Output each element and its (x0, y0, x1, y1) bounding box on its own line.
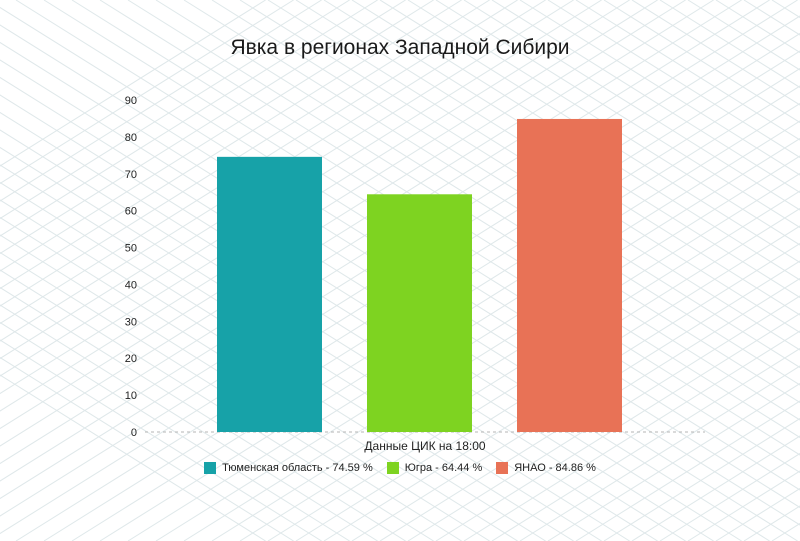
y-tick-label: 10 (125, 390, 137, 402)
y-axis: 0 10 20 30 40 50 60 70 80 90 (125, 95, 137, 439)
legend-swatch (386, 462, 399, 474)
pattern-line (0, 0, 350, 220)
pattern-line (407, 295, 800, 541)
legend-item-tyumen[interactable]: Тюменская область - 74.59 % (204, 462, 373, 474)
pattern-line (491, 0, 800, 194)
pattern-line (0, 0, 546, 342)
pattern-line (0, 0, 434, 272)
y-tick-label: 0 (131, 427, 137, 439)
pattern-line (631, 435, 800, 541)
pattern-line (631, 0, 800, 106)
pattern-line (71, 85, 800, 541)
pattern-line (0, 0, 518, 325)
pattern-line (0, 0, 294, 185)
pattern-line (435, 312, 800, 541)
pattern-line (379, 277, 800, 541)
pattern-line (407, 0, 800, 246)
y-tick-label: 80 (125, 132, 137, 144)
pattern-line (0, 0, 490, 307)
y-tick-label: 90 (125, 95, 137, 107)
pattern-line (519, 365, 800, 541)
pattern-line (603, 417, 800, 541)
pattern-line (0, 0, 770, 482)
pattern-line (323, 242, 800, 541)
pattern-line (0, 321, 350, 541)
pattern-line (603, 0, 800, 124)
pattern-line (0, 0, 378, 237)
legend: Тюменская область - 74.59 % Югра - 64.44… (0, 462, 800, 474)
legend-label: Тюменская область - 74.59 % (222, 462, 373, 474)
y-tick-label: 70 (125, 169, 137, 181)
pattern-line (211, 172, 800, 541)
pattern-line (575, 0, 800, 141)
pattern-line (43, 67, 800, 541)
x-axis-label: Данные ЦИК на 18:00 (364, 439, 486, 453)
pattern-line (267, 207, 800, 541)
pattern-line (0, 374, 266, 541)
pattern-line (0, 356, 294, 541)
pattern-line (0, 0, 574, 360)
pattern-line (0, 0, 462, 290)
pattern-line (0, 339, 322, 541)
y-tick-label: 40 (125, 279, 137, 291)
y-tick-label: 30 (125, 316, 137, 328)
pattern-line (463, 0, 800, 211)
pattern-line (0, 0, 266, 167)
pattern-line (351, 260, 800, 541)
legend-item-yanao[interactable]: ЯНАО - 84.86 % (496, 462, 596, 474)
y-tick-label: 20 (125, 353, 137, 365)
bar-0[interactable] (217, 156, 322, 433)
legend-label: Югра - 64.44 % (404, 462, 483, 474)
pattern-line (379, 0, 800, 264)
legend-swatch (496, 462, 509, 474)
bar-2[interactable] (517, 118, 622, 433)
pattern-line (435, 0, 800, 229)
pattern-line (575, 400, 800, 541)
legend-label: ЯНАО - 84.86 % (514, 462, 596, 474)
y-tick-label: 50 (125, 243, 137, 255)
pattern-line (519, 0, 800, 176)
y-tick-label: 60 (125, 206, 137, 218)
pattern-line (0, 0, 602, 377)
bar-1[interactable] (367, 194, 472, 432)
pattern-line (547, 0, 800, 159)
bars (217, 118, 622, 433)
pattern-line (0, 304, 378, 541)
pattern-line (0, 0, 322, 202)
pattern-line (0, 0, 630, 395)
legend-item-yugra[interactable]: Югра - 64.44 % (386, 462, 483, 474)
pattern-line (0, 286, 406, 541)
pattern-line (0, 0, 406, 255)
pattern-line (463, 330, 800, 541)
pattern-line (491, 347, 800, 541)
pattern-line (547, 382, 800, 541)
legend-swatch (204, 462, 217, 474)
pattern-line (295, 225, 800, 541)
pattern-line (239, 190, 800, 541)
chart-title: Явка в регионах Западной Сибири (230, 36, 570, 59)
